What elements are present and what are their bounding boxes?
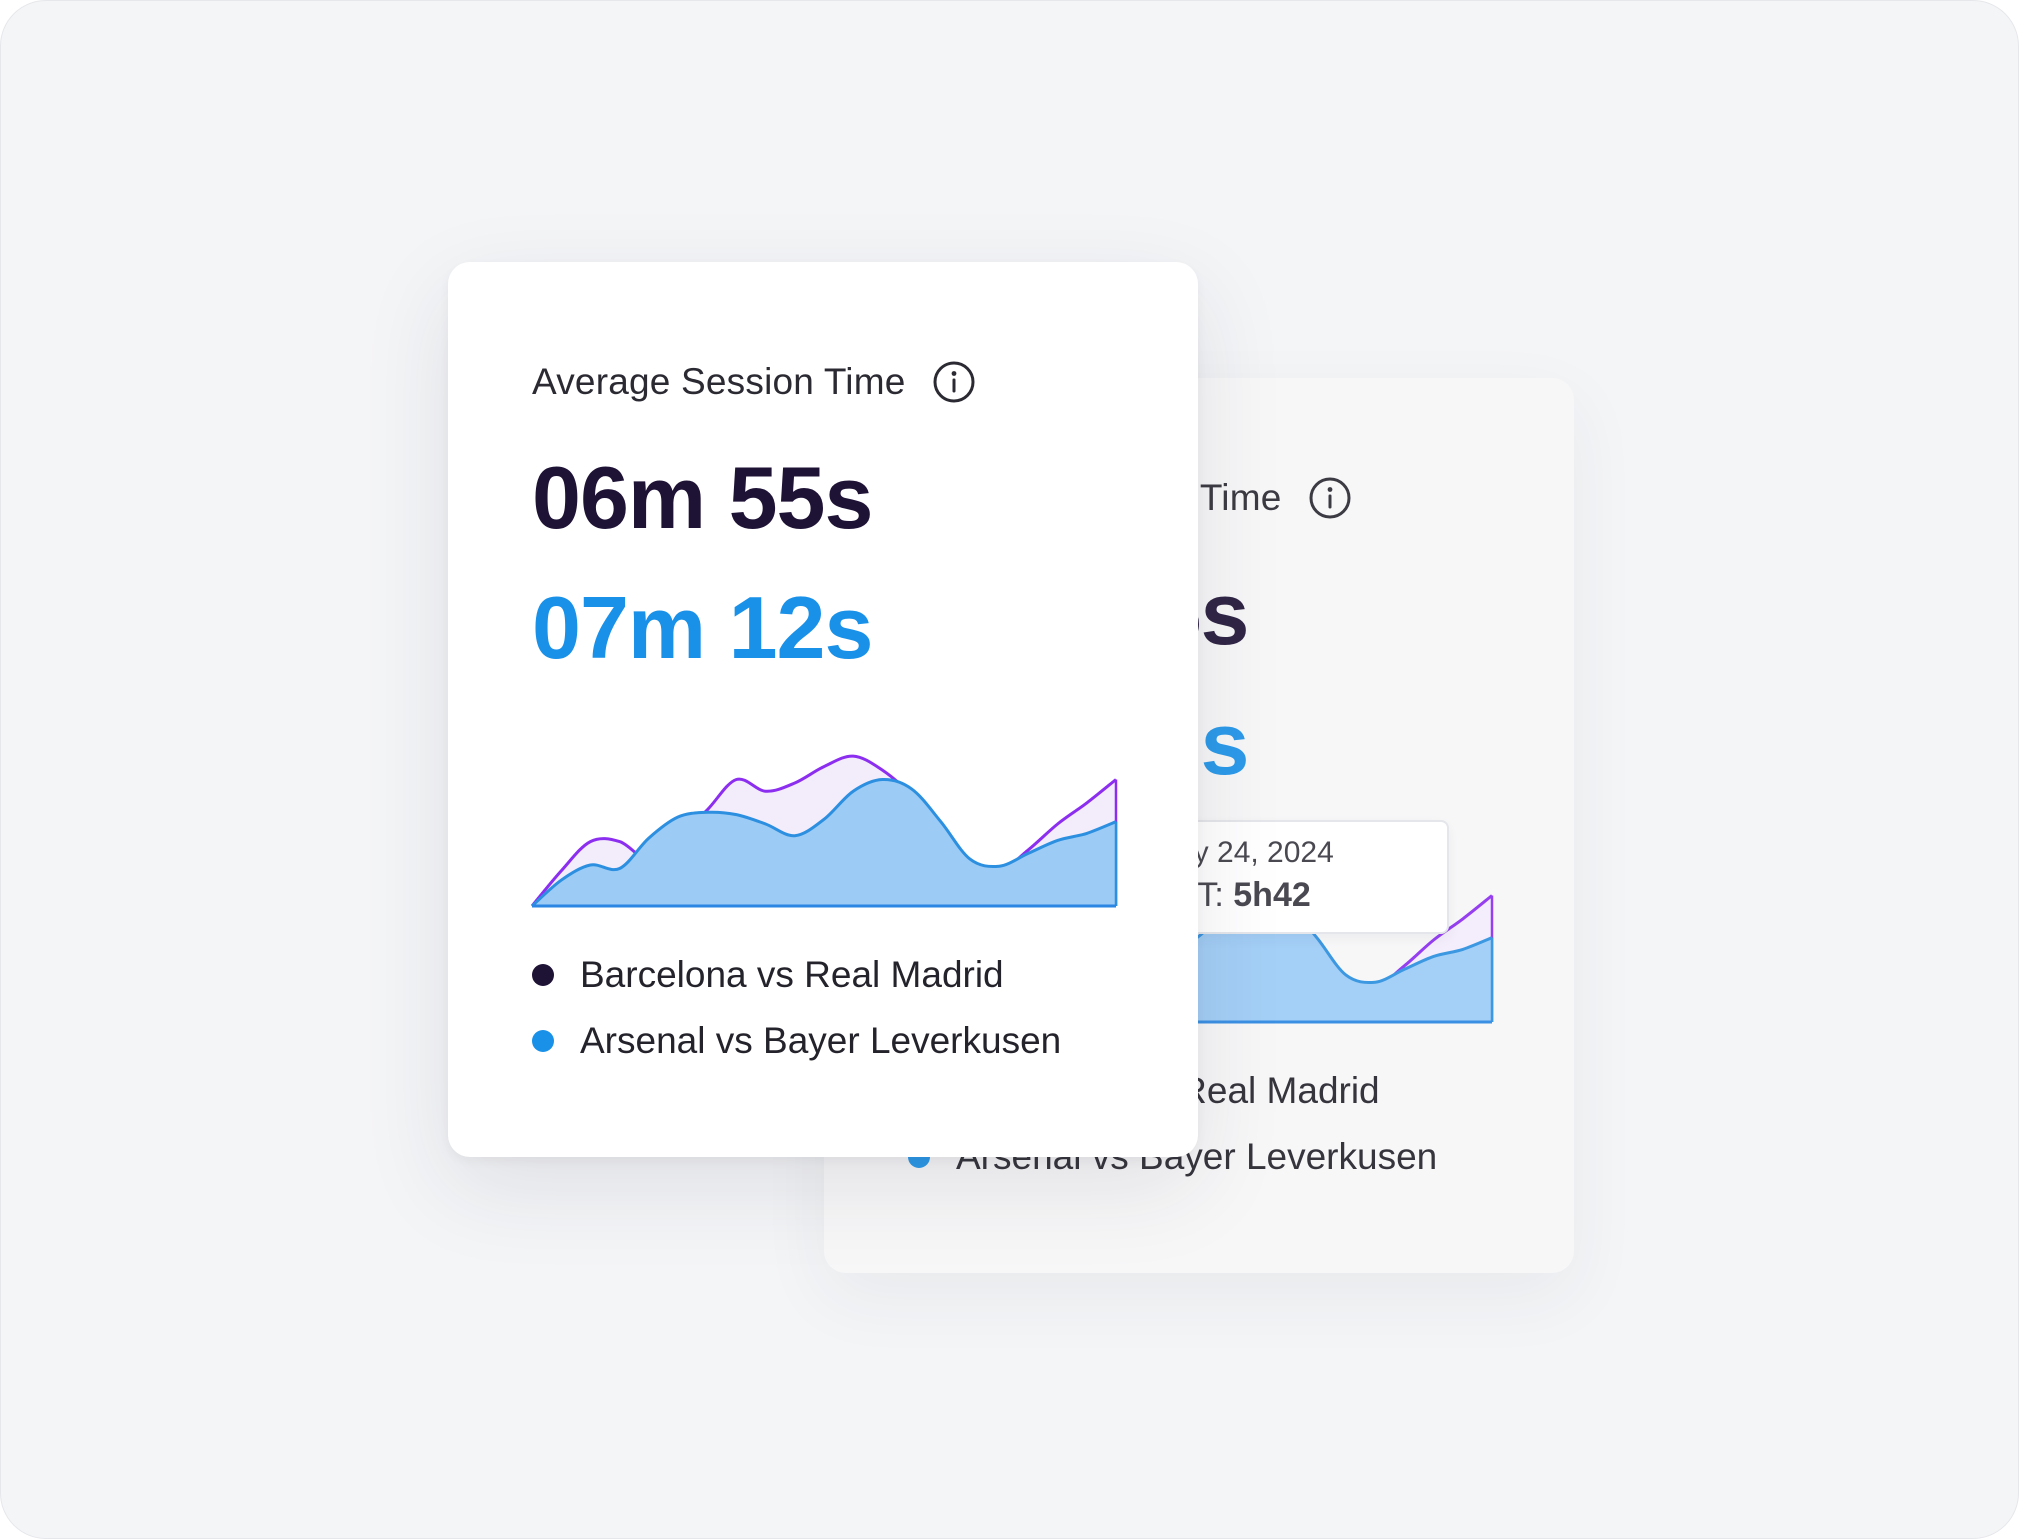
legend-label: Barcelona vs Real Madrid xyxy=(580,954,1004,995)
series-arsenal-line xyxy=(531,777,1117,908)
card-header: Average Session Time xyxy=(532,350,1198,414)
info-icon[interactable] xyxy=(933,361,975,403)
card-title: Average Session Time xyxy=(532,361,906,402)
legend-item-arsenal: Arsenal vs Bayer Leverkusen xyxy=(532,1008,1061,1074)
legend-dot xyxy=(532,964,554,986)
session-card-front: Average Session Time 06m 55s 07m 12s Bar… xyxy=(448,262,1198,1157)
primary-metric-value: 06m 55s xyxy=(532,448,873,547)
session-area-chart xyxy=(530,754,1118,908)
legend-label: Arsenal vs Bayer Leverkusen xyxy=(580,1020,1062,1061)
secondary-metric-value: 07m 12s xyxy=(532,578,873,677)
legend-dot xyxy=(532,1030,554,1052)
tooltip-metric-value: 5h42 xyxy=(1233,876,1311,914)
info-icon[interactable] xyxy=(1309,477,1351,519)
series-arsenal-area xyxy=(532,779,1116,906)
chart-legend: Barcelona vs Real Madrid Arsenal vs Baye… xyxy=(532,942,1061,1074)
legend-item-barcelona: Barcelona vs Real Madrid xyxy=(532,942,1061,1008)
